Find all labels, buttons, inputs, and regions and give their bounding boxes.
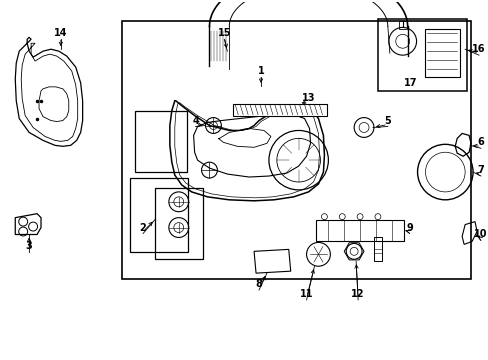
Text: 1: 1 [257,66,264,76]
Text: 4: 4 [192,116,199,126]
Text: 12: 12 [351,289,364,299]
Text: 9: 9 [406,222,412,233]
Text: 6: 6 [477,138,483,147]
Bar [122,22,470,279]
Bar [155,188,202,259]
Text: 10: 10 [473,229,487,239]
Bar [373,238,381,261]
Text: 3: 3 [26,242,32,251]
Bar [130,178,187,252]
Text: 17: 17 [403,78,417,88]
Text: 15: 15 [217,28,231,39]
Text: 7: 7 [477,165,483,175]
Text: 11: 11 [299,289,313,299]
Bar [135,111,186,172]
Text: 13: 13 [301,93,315,103]
Text: 2: 2 [140,222,146,233]
Bar [425,30,459,77]
Bar [377,19,466,91]
Bar [316,220,403,242]
Text: 8: 8 [255,279,262,289]
Bar [233,104,327,116]
Text: 14: 14 [54,28,67,39]
Bar [398,22,406,30]
Text: 16: 16 [471,44,485,54]
Text: 5: 5 [384,116,390,126]
